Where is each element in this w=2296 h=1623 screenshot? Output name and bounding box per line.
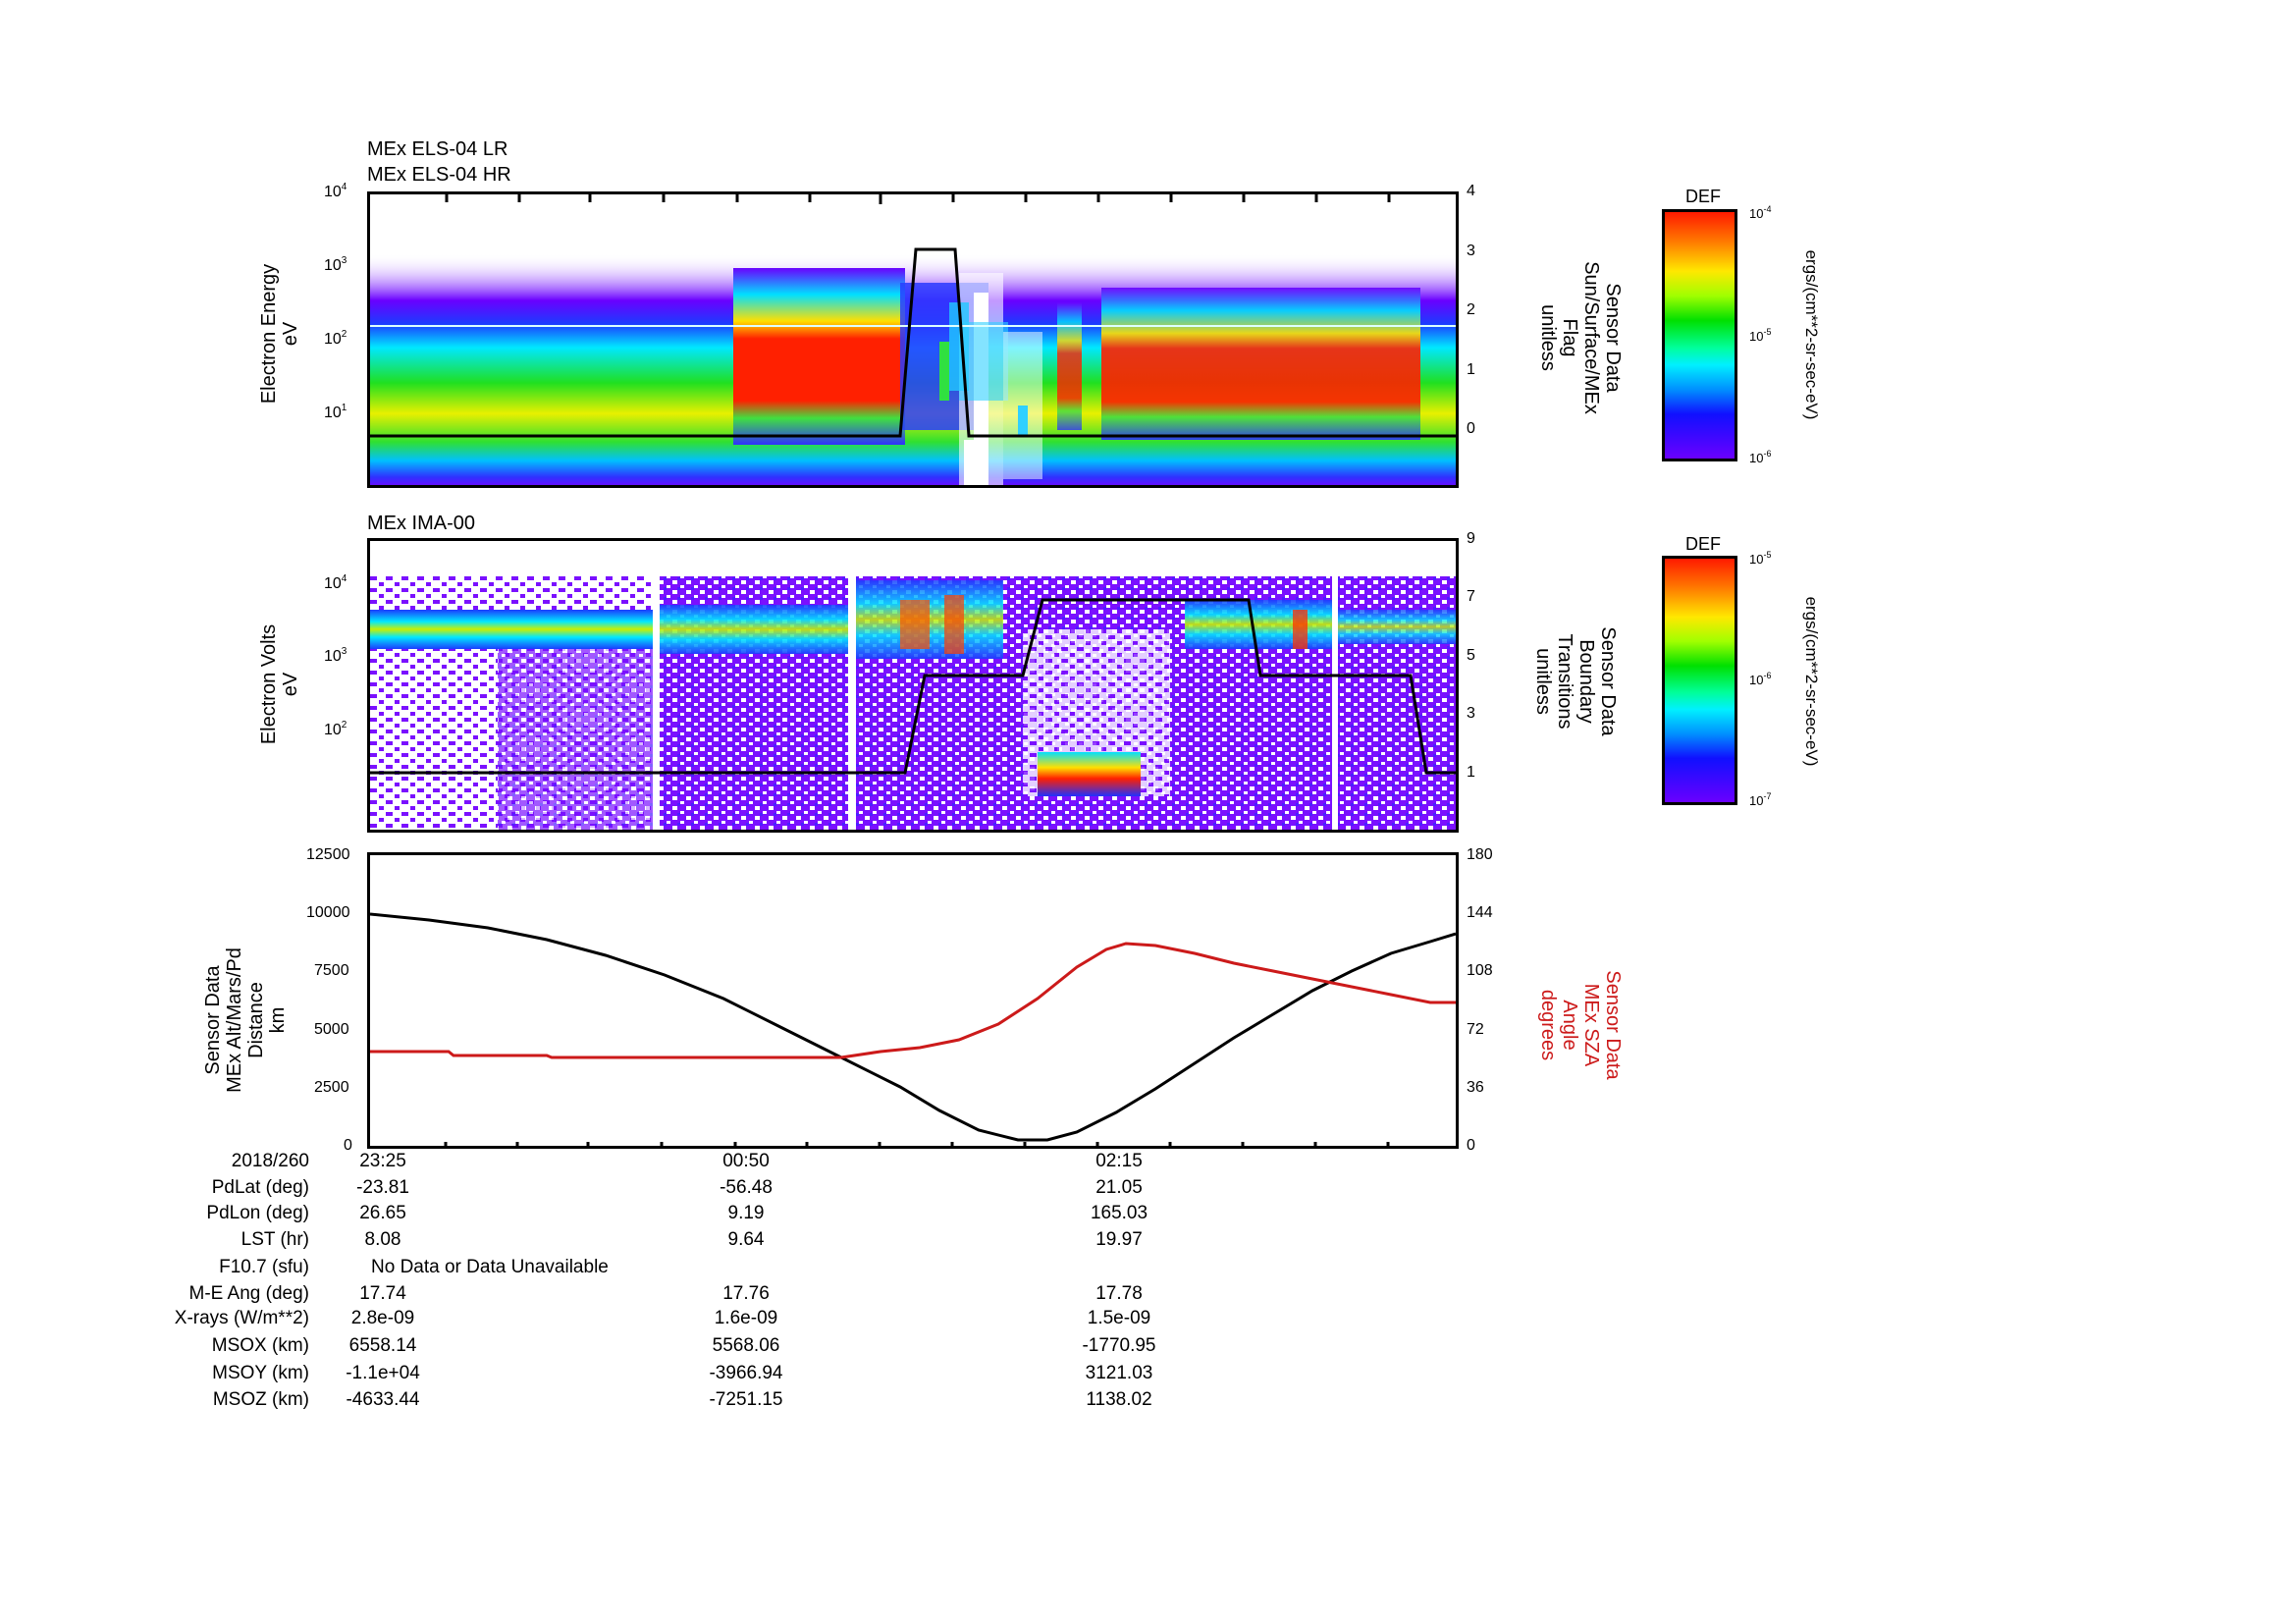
orbit-ytick-10000: 10000: [306, 904, 350, 921]
els-flag-line: [370, 247, 1456, 438]
ima-colorbar-top: 10-5: [1749, 550, 1772, 567]
orbit-ylabel-left: Sensor Data MEx Alt/Mars/Pd Distance km: [202, 947, 289, 1093]
els-spectrogram: [367, 191, 1459, 488]
ima-spectrogram: [367, 538, 1459, 833]
orbit-y2tick-72: 72: [1467, 1021, 1484, 1038]
els-y2tick-4: 4: [1467, 183, 1475, 199]
ima-spectrogram-svg: [370, 576, 1456, 830]
ima-colorbar-units: ergs/(cm**2-sr-sec-eV): [1802, 596, 1821, 767]
ima-ylabel-left: Electron Volts eV: [258, 623, 301, 745]
altitude-line: [370, 912, 1456, 1142]
orbit-y2tick-108: 108: [1467, 962, 1493, 979]
ima-y2tick-7: 7: [1467, 588, 1475, 605]
ima-ylabel-right: Sensor Data Boundary Transitions unitles…: [1532, 626, 1619, 736]
ephemeris-row-f107: F10.7 (sfu) No Data or Data Unavailable: [219, 1257, 609, 1277]
orbit-y2tick-36: 36: [1467, 1079, 1484, 1096]
ephemeris-table: 2018/260 23:25 00:50 02:15 PdLat (deg) -…: [0, 1151, 1374, 1426]
ephemeris-row-me-ang: M-E Ang (deg) 17.74 17.76 17.78: [188, 1283, 1143, 1304]
ephemeris-row-time: 2018/260 23:25 00:50 02:15: [231, 1151, 1143, 1171]
orbit-y2tick-144: 144: [1467, 904, 1493, 921]
els-colorbar-bottom: 10-6: [1749, 449, 1772, 465]
ephemeris-row-msoz: MSOZ (km) -4633.44 -7251.15 1138.02: [212, 1389, 1152, 1410]
orbit-ytick-12500: 12500: [306, 846, 350, 863]
ephemeris-row-lst: LST (hr) 8.08 9.64 19.97: [240, 1229, 1143, 1250]
els-ytick-1e4: 104: [324, 182, 347, 200]
els-y2tick-0: 0: [1467, 420, 1475, 437]
ima-ytick-1e2: 102: [324, 720, 347, 738]
els-title-lr: MEx ELS-04 LR: [367, 138, 508, 160]
ima-boundary-line: [370, 598, 1456, 775]
els-ylabel-right: Sensor Data Sun/Surface/MEx Flag unitles…: [1537, 261, 1624, 414]
orbit-ytick-7500: 7500: [314, 962, 349, 979]
els-colorbar-units: ergs/(cm**2-sr-sec-eV): [1802, 249, 1821, 420]
ephemeris-row-msox: MSOX (km) 6558.14 5568.06 -1770.95: [211, 1335, 1156, 1356]
els-y2tick-3: 3: [1467, 243, 1475, 259]
ima-title: MEx IMA-00: [367, 513, 476, 534]
ima-colorbar-title: DEF: [1685, 534, 1721, 554]
ima-y2tick-1: 1: [1467, 764, 1475, 781]
els-colorbar-title: DEF: [1685, 187, 1721, 206]
ima-ytick-1e4: 104: [324, 573, 347, 592]
orbit-plot: [367, 852, 1459, 1149]
els-ylabel-left: Electron Energy eV: [258, 263, 301, 405]
els-spectrogram-svg: [370, 194, 1456, 485]
sza-line: [370, 942, 1456, 1059]
ephemeris-row-msoy: MSOY (km) -1.1e+04 -3966.94 3121.03: [212, 1363, 1153, 1383]
ima-y2tick-3: 3: [1467, 705, 1475, 722]
ephemeris-row-xrays: X-rays (W/m**2) 2.8e-09 1.6e-09 1.5e-09: [174, 1308, 1151, 1328]
orbit-ylabel-right: Sensor Data MEx SZA Angle degrees: [1537, 970, 1624, 1080]
els-y2tick-2: 2: [1467, 301, 1475, 318]
ima-ytick-1e3: 103: [324, 646, 347, 665]
ima-colorbar-mid: 10-6: [1749, 671, 1772, 687]
ima-y2tick-5: 5: [1467, 647, 1475, 664]
els-ytick-1e2: 102: [324, 329, 347, 348]
orbit-ytick-5000: 5000: [314, 1021, 349, 1038]
orbit-y2tick-180: 180: [1467, 846, 1493, 863]
orbit-ytick-2500: 2500: [314, 1079, 349, 1096]
els-colorbar-top: 10-4: [1749, 204, 1772, 221]
els-title-hr: MEx ELS-04 HR: [367, 164, 511, 186]
orbit-y2tick-0: 0: [1467, 1137, 1475, 1154]
orbit-ytick-0: 0: [344, 1137, 352, 1154]
ima-colorbar-bottom: 10-7: [1749, 791, 1772, 808]
els-colorbar: [1662, 209, 1737, 461]
ephemeris-row-pdlat: PdLat (deg) -23.81 -56.48 21.05: [211, 1177, 1143, 1198]
els-ytick-1e1: 101: [324, 403, 347, 421]
ima-colorbar: [1662, 556, 1737, 805]
ephemeris-row-pdlon: PdLon (deg) 26.65 9.19 165.03: [206, 1203, 1148, 1223]
els-y2tick-1: 1: [1467, 361, 1475, 378]
ima-y2tick-9: 9: [1467, 530, 1475, 547]
els-ytick-1e3: 103: [324, 255, 347, 274]
orbit-plot-svg: [370, 912, 1456, 1146]
els-colorbar-mid: 10-5: [1749, 327, 1772, 344]
